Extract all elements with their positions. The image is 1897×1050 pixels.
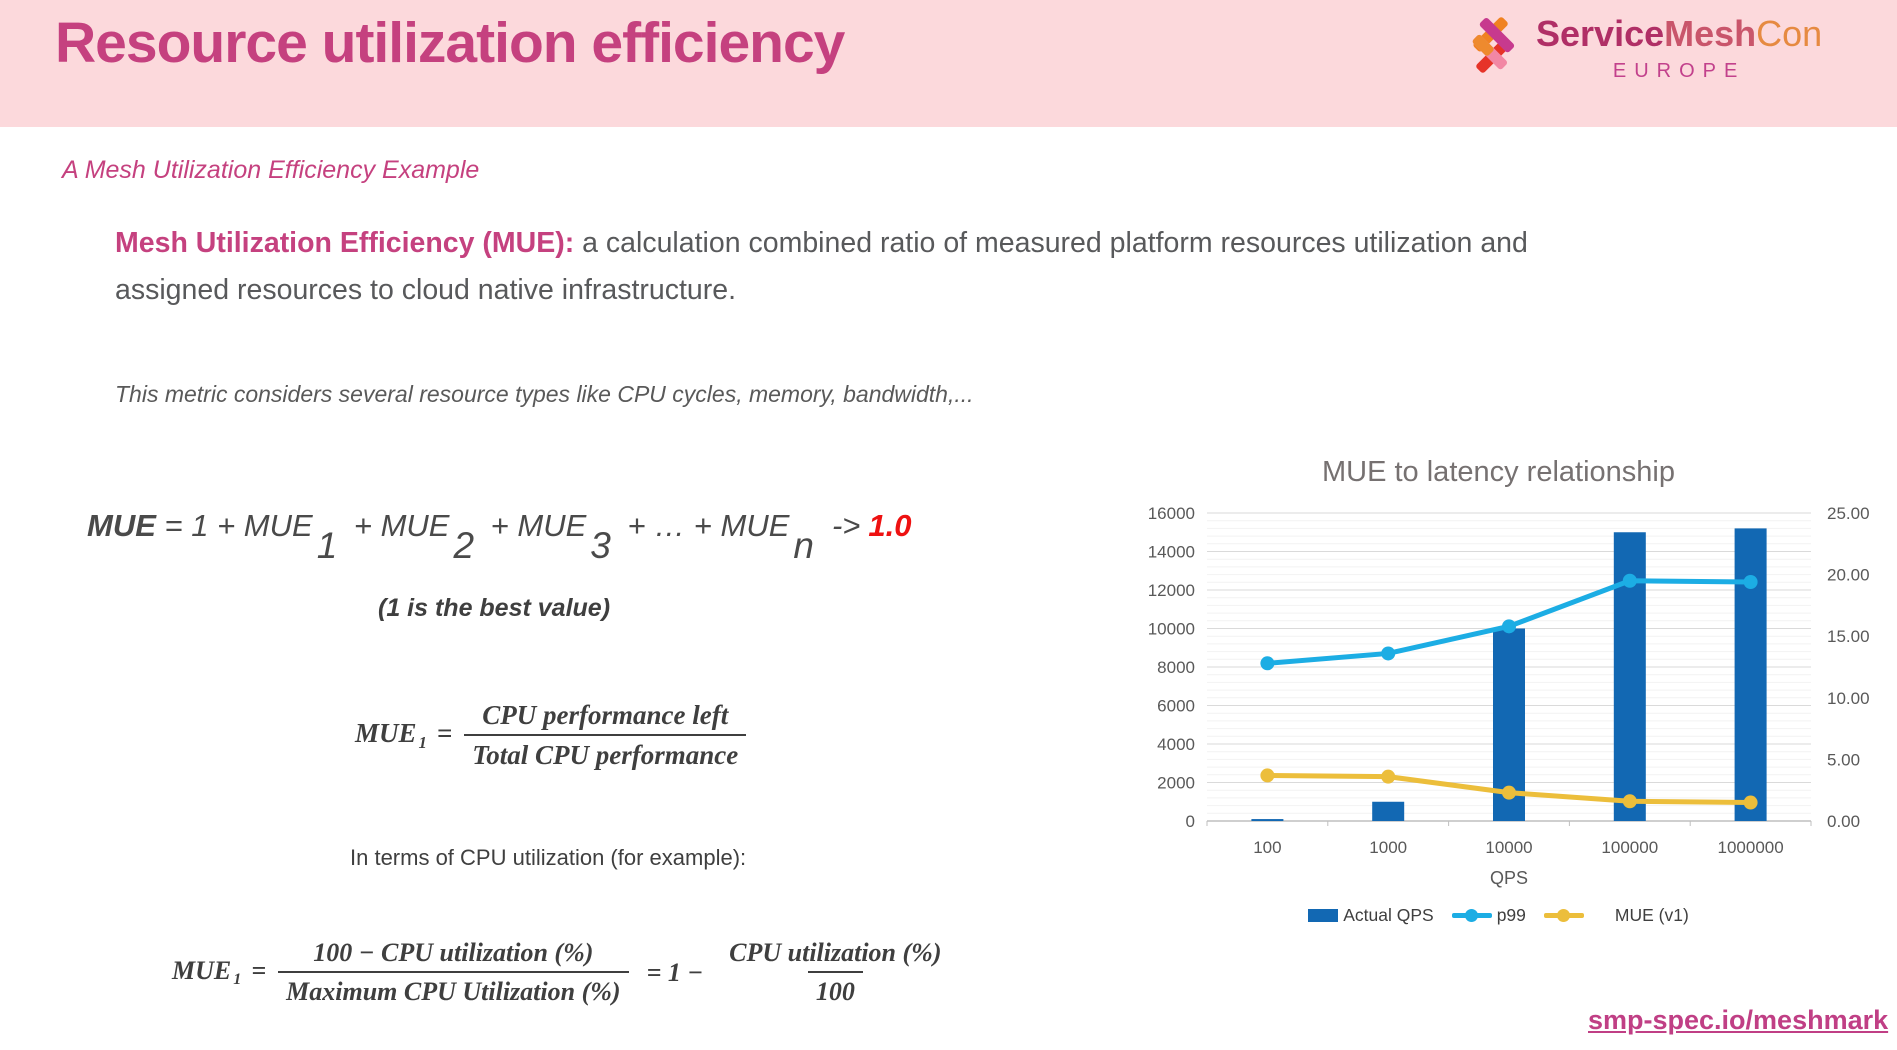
formula-mue1-definition: MUE 1 = CPU performance left Total CPU per… bbox=[355, 700, 747, 771]
formula-sum-subn: n bbox=[793, 525, 814, 566]
logo-region: EUROPE bbox=[1612, 60, 1746, 82]
chart-plot-area: 0 2000 4000 6000 8000 10000 12000 14000 16000 0.0… bbox=[1148, 504, 1870, 857]
formula-sum-sub2: 2 bbox=[453, 525, 475, 566]
formula-sum-part: + MUE bbox=[482, 508, 587, 543]
MUE (v1)-point bbox=[1622, 794, 1637, 809]
legend-label: MUE (v1) bbox=[1614, 905, 1689, 925]
fraction-numerator: 100 − CPU utilization (%) bbox=[313, 938, 594, 967]
fraction-denominator: Total CPU performance bbox=[464, 734, 747, 771]
left-axis-tick-label: 12000 bbox=[1148, 581, 1195, 600]
p99-point bbox=[1381, 646, 1396, 661]
MUE (v1)-point bbox=[1381, 769, 1396, 784]
formula-def-lhs: MUE 1 = bbox=[355, 718, 453, 752]
legend-p99-marker bbox=[1464, 909, 1478, 922]
formula-sum-sub1: 1 bbox=[316, 525, 338, 566]
left-axis-tick-label: 2000 bbox=[1157, 774, 1195, 793]
p99-point bbox=[1260, 656, 1275, 671]
x-category-label: 100 bbox=[1253, 838, 1281, 857]
formula-pct-fraction-1: 100 − CPU utilization (%) Maximum CPU Ut… bbox=[278, 938, 629, 1007]
MUE (v1)-point bbox=[1502, 785, 1516, 800]
legend-p99-line-swatch bbox=[1451, 909, 1492, 922]
x-category-label: 10000 bbox=[1485, 838, 1532, 857]
definition-lead: Mesh Utilization Efficiency (MUE): bbox=[115, 227, 575, 259]
cpu-utilization-line: In terms of CPU utilization (for example… bbox=[350, 845, 747, 870]
subtitle: A Mesh Utilization Efficiency Example bbox=[62, 156, 480, 184]
legend-item-mue-v1: MUE (v1) bbox=[1543, 905, 1689, 926]
header-band: Resource utilization efficiency ServiceM… bbox=[0, 0, 1897, 127]
servicemeshcon-logo: ServiceMeshCon EUROPE bbox=[1462, 12, 1822, 83]
bar-actual-qps bbox=[1734, 528, 1767, 821]
legend-label: p99 bbox=[1496, 905, 1526, 925]
left-axis-tick-label: 10000 bbox=[1148, 620, 1195, 639]
x-category-label: 1000000 bbox=[1718, 838, 1784, 857]
left-axis-tick-label: 16000 bbox=[1148, 504, 1195, 523]
fraction-numerator: CPU utilization (%) bbox=[729, 938, 942, 967]
left-axis-tick-label: 4000 bbox=[1157, 735, 1195, 754]
mue-latency-chart: MUE to latency relationship 0 2000 4000 600… bbox=[1100, 456, 1897, 926]
fraction-denominator: 100 bbox=[807, 971, 863, 1007]
fraction-denominator: Maximum CPU Utilization (%) bbox=[278, 971, 629, 1007]
note-line: This metric considers several resource t… bbox=[115, 381, 974, 407]
left-axis-tick-label: 6000 bbox=[1157, 697, 1195, 716]
p99-point bbox=[1502, 619, 1516, 634]
formula-def-fraction: CPU performance left Total CPU performan… bbox=[464, 700, 747, 771]
right-axis-tick-label: 5.00 bbox=[1827, 750, 1860, 769]
p99-point bbox=[1743, 574, 1758, 589]
formula-sum-part: + … + MUE bbox=[618, 508, 790, 543]
left-axis-tick-label: 0 bbox=[1186, 812, 1195, 831]
logo-word-service: Service bbox=[1536, 13, 1665, 54]
left-axis-tick-label: 8000 bbox=[1157, 658, 1195, 677]
formula-pct-fraction-2: CPU utilization (%) 100 bbox=[721, 938, 949, 1007]
MUE (v1)-point bbox=[1260, 768, 1275, 783]
logo-wordmark: ServiceMeshCon EUROPE bbox=[1536, 12, 1822, 83]
formula-mue1-percentage: MUE 1 = 100 − CPU utilization (%) Maximum … bbox=[172, 938, 950, 1007]
servicemeshcon-logo-icon bbox=[1472, 17, 1515, 73]
logo-word-mesh: Mesh bbox=[1664, 13, 1757, 54]
x-category-label: 1000 bbox=[1369, 838, 1407, 857]
right-axis-tick-label: 10.00 bbox=[1827, 689, 1870, 708]
chart-x-axis-title: QPS bbox=[1489, 868, 1528, 888]
formula-sum-sub3: 3 bbox=[590, 525, 611, 566]
legend-item-p99: p99 bbox=[1451, 905, 1526, 926]
bar-actual-qps bbox=[1372, 801, 1405, 821]
formula-pct-lhs: MUE 1 = bbox=[172, 955, 267, 989]
MUE (v1)-point bbox=[1743, 795, 1758, 810]
chart-legend: Actual QPS p99 MUE (v1) bbox=[1100, 905, 1897, 926]
fraction-numerator: CPU performance left bbox=[482, 700, 729, 730]
formula-sum-part: + MUE bbox=[345, 508, 450, 543]
formula-sum-arrow: -> bbox=[831, 508, 861, 543]
formula-sum-lhs: MUE bbox=[87, 508, 156, 543]
right-axis-tick-label: 15.00 bbox=[1827, 627, 1870, 646]
bar-actual-qps bbox=[1251, 819, 1284, 821]
legend-label: Actual QPS bbox=[1343, 905, 1434, 925]
formula-sum-part: = 1 + MUE bbox=[155, 508, 313, 543]
legend-mue-line-swatch bbox=[1543, 909, 1584, 922]
formula-pct-middle: = 1 − bbox=[646, 957, 704, 987]
logo-word-con: Con bbox=[1756, 13, 1823, 54]
p99-point bbox=[1622, 573, 1637, 588]
meshmark-link[interactable]: smp-spec.io/meshmark bbox=[1588, 1005, 1889, 1035]
definition-paragraph: Mesh Utilization Efficiency (MUE): a cal… bbox=[115, 220, 1615, 314]
x-category-label: 100000 bbox=[1601, 838, 1658, 857]
definition-body: a calculation combined ratio of measured… bbox=[115, 227, 1528, 306]
formula-mue-sum: MUE = 1 + MUE 1 + MUE 2 + MUE 3 + … + MUE n -… bbox=[87, 503, 912, 566]
chart-title: MUE to latency relationship bbox=[1322, 456, 1675, 488]
legend-item-actual-qps: Actual QPS bbox=[1308, 905, 1434, 926]
right-axis-tick-label: 20.00 bbox=[1827, 566, 1870, 585]
left-axis-tick-label: 14000 bbox=[1148, 543, 1195, 562]
page-title: Resource utilization efficiency bbox=[55, 11, 845, 75]
right-axis-tick-label: 0.00 bbox=[1827, 812, 1860, 831]
formula-caption: (1 is the best value) bbox=[378, 594, 611, 622]
right-axis-tick-label: 25.00 bbox=[1827, 504, 1870, 523]
legend-mue-marker bbox=[1556, 909, 1570, 922]
legend-bar-swatch bbox=[1308, 909, 1339, 922]
formula-sum-limit: 1.0 bbox=[868, 508, 912, 543]
